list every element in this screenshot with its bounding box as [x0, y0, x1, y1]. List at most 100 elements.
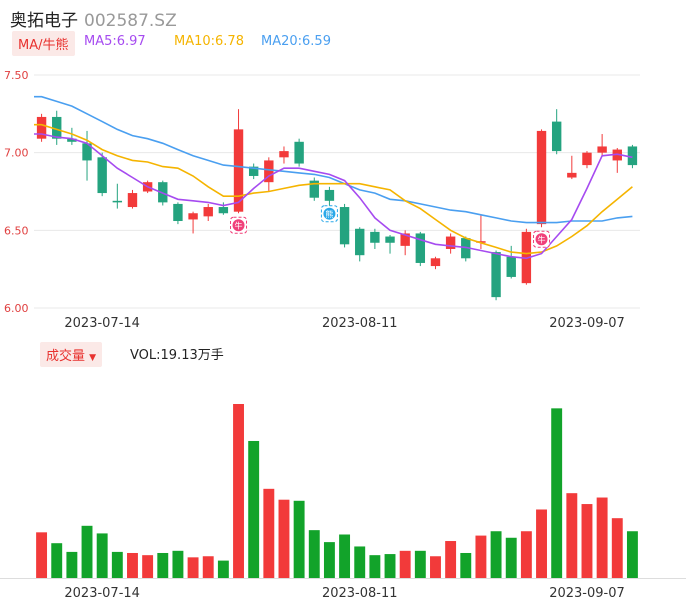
x-tick-label: 2023-08-11: [322, 316, 398, 331]
ma5-legend: MA5:6.97: [84, 34, 146, 49]
candle-body: [248, 166, 259, 176]
volume-bar: [475, 535, 487, 578]
volume-bar: [369, 555, 381, 578]
volume-bar: [399, 550, 411, 578]
volume-bar: [202, 556, 214, 578]
volume-bar: [36, 532, 48, 578]
y-tick-label: 7.00: [4, 147, 29, 160]
ma10-line: [34, 123, 633, 255]
volume-x-tick-label: 2023-09-07: [549, 586, 625, 601]
volume-bar: [430, 556, 441, 578]
candle-body: [218, 207, 229, 214]
volume-bar: [626, 531, 638, 578]
volume-bar: [278, 499, 290, 578]
volume-toggle-label: 成交量: [46, 349, 86, 364]
candle-body: [627, 146, 638, 166]
volume-bar: [384, 554, 396, 578]
volume-x-tick-label: 2023-08-11: [322, 586, 398, 601]
volume-x-tick-label: 2023-07-14: [64, 586, 140, 601]
candle-body: [203, 207, 213, 217]
candle-body: [233, 129, 244, 212]
volume-bar: [217, 560, 229, 578]
volume-legend: VOL:19.13万手: [130, 348, 224, 363]
ma-toggle-button[interactable]: MA/牛熊: [12, 31, 75, 56]
volume-bar: [414, 550, 426, 578]
bear-marker-icon: [323, 207, 336, 220]
candle-body: [67, 138, 77, 142]
volume-bar: [551, 408, 563, 578]
volume-bar: [157, 552, 169, 578]
y-tick-label: 7.50: [4, 69, 29, 82]
volume-bar: [81, 525, 93, 578]
candle-body: [445, 236, 456, 249]
candle-body: [370, 231, 380, 243]
candle-body: [582, 152, 592, 166]
y-tick-label: 6.50: [4, 224, 29, 237]
candle-body: [294, 141, 304, 164]
candle-body: [536, 130, 547, 225]
candle-body: [597, 146, 607, 153]
candle-body: [82, 143, 92, 161]
volume-bar: [293, 500, 305, 578]
ma10-legend: MA10:6.78: [174, 34, 244, 49]
candle-body: [491, 252, 501, 298]
ma5-line: [34, 133, 633, 260]
volume-bar: [111, 551, 123, 578]
volume-bar: [172, 550, 184, 578]
x-tick-label: 2023-07-14: [64, 316, 140, 331]
candle-body: [567, 172, 577, 178]
ma20-legend: MA20:6.59: [261, 34, 331, 49]
candle-body: [127, 193, 138, 208]
volume-bar: [339, 534, 351, 578]
bull-marker-icon: [535, 233, 548, 246]
volume-bar: [127, 552, 138, 578]
candle-body: [324, 189, 335, 201]
volume-bar: [354, 546, 366, 578]
candle-body: [188, 213, 198, 220]
volume-bar: [66, 551, 78, 578]
candle-body: [415, 233, 426, 263]
dropdown-caret-icon: ▼: [89, 353, 97, 363]
volume-bar: [596, 497, 608, 578]
volume-bar: [536, 509, 547, 578]
marker-glyph: 牛: [538, 235, 546, 245]
candle-body: [264, 160, 274, 183]
volume-toggle-button[interactable]: 成交量 ▼: [40, 342, 103, 367]
candle-body: [309, 180, 319, 198]
candle-body: [279, 151, 289, 158]
candle-body: [97, 157, 107, 194]
candle-body: [506, 256, 516, 277]
candle-body: [355, 228, 365, 256]
volume-bar: [142, 555, 154, 578]
volume-bar: [248, 440, 260, 578]
volume-bar: [566, 493, 578, 578]
volume-bar: [323, 542, 335, 578]
candle-body: [36, 116, 47, 139]
candle-body: [430, 258, 441, 267]
volume-bar: [51, 543, 63, 578]
volume-bar: [460, 552, 472, 578]
candle-body: [400, 233, 410, 246]
y-tick-label: 6.00: [4, 302, 29, 315]
candle-body: [339, 207, 350, 245]
volume-bar: [308, 530, 320, 578]
volume-bar: [611, 518, 623, 578]
marker-glyph: 熊: [325, 209, 333, 219]
volume-bar: [445, 541, 457, 578]
bull-marker-icon: [232, 219, 245, 232]
volume-bar: [263, 488, 275, 578]
candle-body: [173, 203, 183, 222]
stock-code: 002587.SZ: [84, 11, 177, 31]
volume-bar: [490, 531, 502, 578]
volume-bar: [581, 504, 593, 578]
candle-body: [385, 236, 395, 243]
ma20-line: [34, 95, 633, 224]
volume-bar: [520, 531, 532, 578]
volume-bar: [233, 404, 244, 578]
candle-body: [52, 116, 62, 139]
stock-title: 奥拓电子 002587.SZ: [10, 6, 177, 31]
volume-bar: [96, 533, 108, 578]
candle-body: [112, 200, 123, 203]
stock-name: 奥拓电子: [10, 11, 78, 31]
